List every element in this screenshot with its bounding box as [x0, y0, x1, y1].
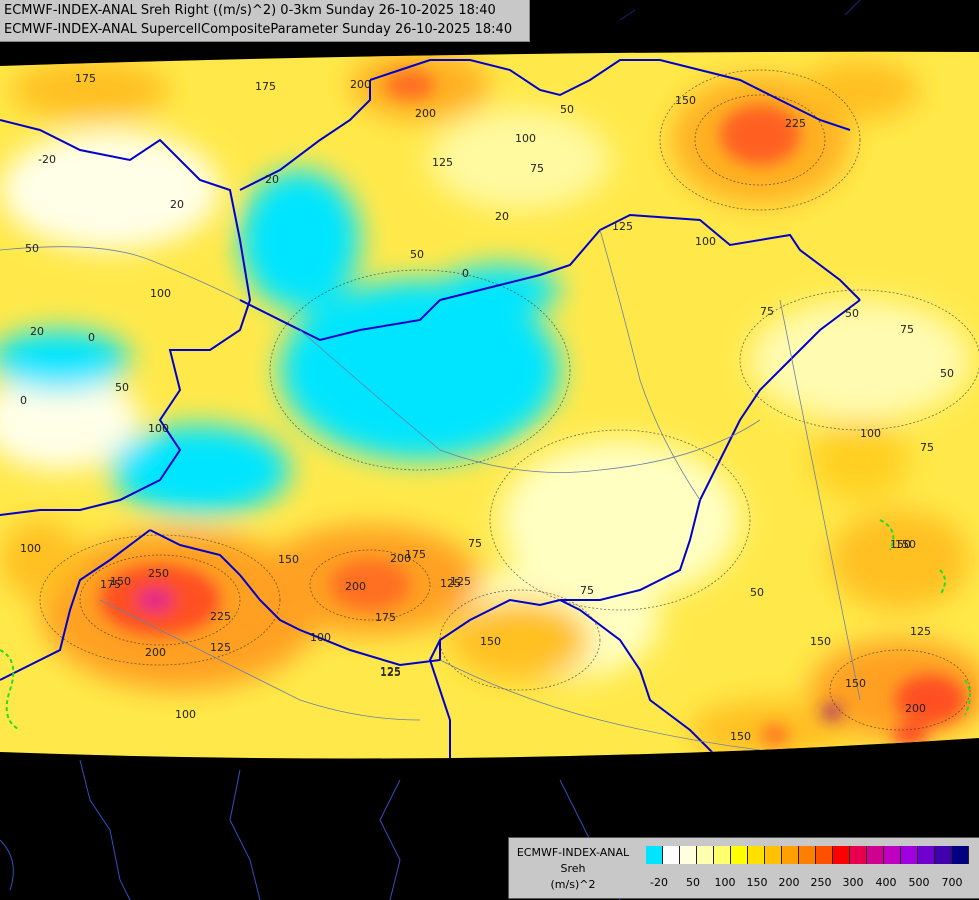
legend-swatch [901, 846, 918, 864]
contour-label: 200 [350, 78, 371, 91]
title-line-1: ECMWF-INDEX-ANAL Sreh Right ((m/s)^2) 0-… [4, 3, 496, 18]
legend-swatch [935, 846, 952, 864]
contour-label: 20 [495, 210, 509, 223]
contour-label: 20 [170, 198, 184, 211]
contour-label: 125 [440, 577, 461, 590]
contour-label: 175 [255, 80, 276, 93]
legend-tick: 50 [686, 876, 700, 889]
contour-label: 75 [468, 537, 482, 550]
legend-tick: 300 [842, 876, 864, 889]
contour-label: 125 [612, 220, 633, 233]
contour-label: 125 [450, 575, 471, 588]
contour-label: 50 [750, 586, 764, 599]
contour-label: 200 [415, 107, 436, 120]
contour-label: 50 [410, 248, 424, 261]
contour-label: 150 [890, 538, 911, 551]
legend-tick: 500 [908, 876, 930, 889]
legend-swatch [952, 846, 969, 864]
legend-tick: 200 [778, 876, 800, 889]
contour-label: 0 [462, 267, 469, 280]
contour-label: 50 [25, 242, 39, 255]
contour-label: 75 [900, 323, 914, 336]
contour-label: 20 [265, 173, 279, 186]
contour-label: 75 [530, 162, 544, 175]
contour-label: 50 [560, 103, 574, 116]
contour-label: 20 [30, 325, 44, 338]
contour-label: 250 [148, 567, 169, 580]
legend-swatch [646, 846, 663, 864]
contour-label: 125 [210, 641, 231, 654]
legend-swatch [697, 846, 714, 864]
contour-label: -20 [38, 153, 56, 166]
legend-swatch [833, 846, 850, 864]
contour-label: 50 [115, 381, 129, 394]
contour-label: 0 [88, 331, 95, 344]
contour-label: 100 [695, 235, 716, 248]
contour-label: 150 [810, 635, 831, 648]
contour-label: 100 [175, 708, 196, 721]
contour-label: 225 [785, 117, 806, 130]
legend-tick: 150 [746, 876, 768, 889]
contour-label: 100 [860, 427, 881, 440]
legend-swatch [884, 846, 901, 864]
contour-label: 100 [150, 287, 171, 300]
contour-label: 175 [100, 578, 121, 591]
legend-variable: Sreh [560, 862, 586, 875]
legend-swatch [918, 846, 935, 864]
contour-label: 150 [675, 94, 696, 107]
contour-label: 75 [580, 584, 594, 597]
legend-swatch [799, 846, 816, 864]
legend-tick: 700 [941, 876, 963, 889]
contour-label: 200 [390, 552, 411, 565]
contour-label: 150 [110, 575, 131, 588]
legend-tick: 400 [875, 876, 897, 889]
contour-label: 175 [375, 611, 396, 624]
title-line-2: ECMWF-INDEX-ANAL SupercellCompositeParam… [4, 22, 513, 37]
legend-swatch [816, 846, 833, 864]
legend-swatch [731, 846, 748, 864]
contour-label: 150 [278, 553, 299, 566]
legend-tick: -20 [650, 876, 668, 889]
legend-swatch [748, 846, 765, 864]
contour-label: 200 [145, 646, 166, 659]
contour-label: 50 [940, 367, 954, 380]
legend-box: ECMWF-INDEX-ANAL Sreh (m/s)^2 -20 50 100 15… [508, 837, 979, 899]
contour-label: 200 [905, 702, 926, 715]
legend-swatch [765, 846, 782, 864]
contour-label: 50 [845, 307, 859, 320]
legend-unit: (m/s)^2 [550, 878, 596, 891]
legend-swatch [850, 846, 867, 864]
contour-label: 200 [345, 580, 366, 593]
contour-label: 150 [480, 635, 501, 648]
contour-label: 100 [148, 422, 169, 435]
contour-label: 125 [432, 156, 453, 169]
contour-label: 100 [20, 542, 41, 555]
contour-label: 125 [380, 665, 401, 678]
contour-label: 125 [380, 666, 401, 679]
title-box: ECMWF-INDEX-ANAL Sreh Right ((m/s)^2) 0-… [0, 0, 530, 42]
legend-swatch [663, 846, 680, 864]
contour-label: 175 [405, 548, 426, 561]
contour-label: 225 [210, 610, 231, 623]
legend-model: ECMWF-INDEX-ANAL [516, 846, 630, 859]
legend-tick: 250 [810, 876, 832, 889]
contour-label: 0 [20, 394, 27, 407]
contour-label: 175 [75, 72, 96, 85]
contour-label: 125 [910, 625, 931, 638]
legend-tick: 100 [714, 876, 736, 889]
legend-swatch [714, 846, 731, 864]
contour-label: 75 [760, 305, 774, 318]
legend-swatch [867, 846, 884, 864]
contour-label: 150 [845, 677, 866, 690]
contour-label: 100 [310, 631, 331, 644]
contour-label: 75 [920, 441, 934, 454]
contour-label: 100 [515, 132, 536, 145]
contour-label: 150 [730, 730, 751, 743]
legend-swatch [782, 846, 799, 864]
contour-label: 150 [895, 538, 916, 551]
legend-swatch [680, 846, 697, 864]
